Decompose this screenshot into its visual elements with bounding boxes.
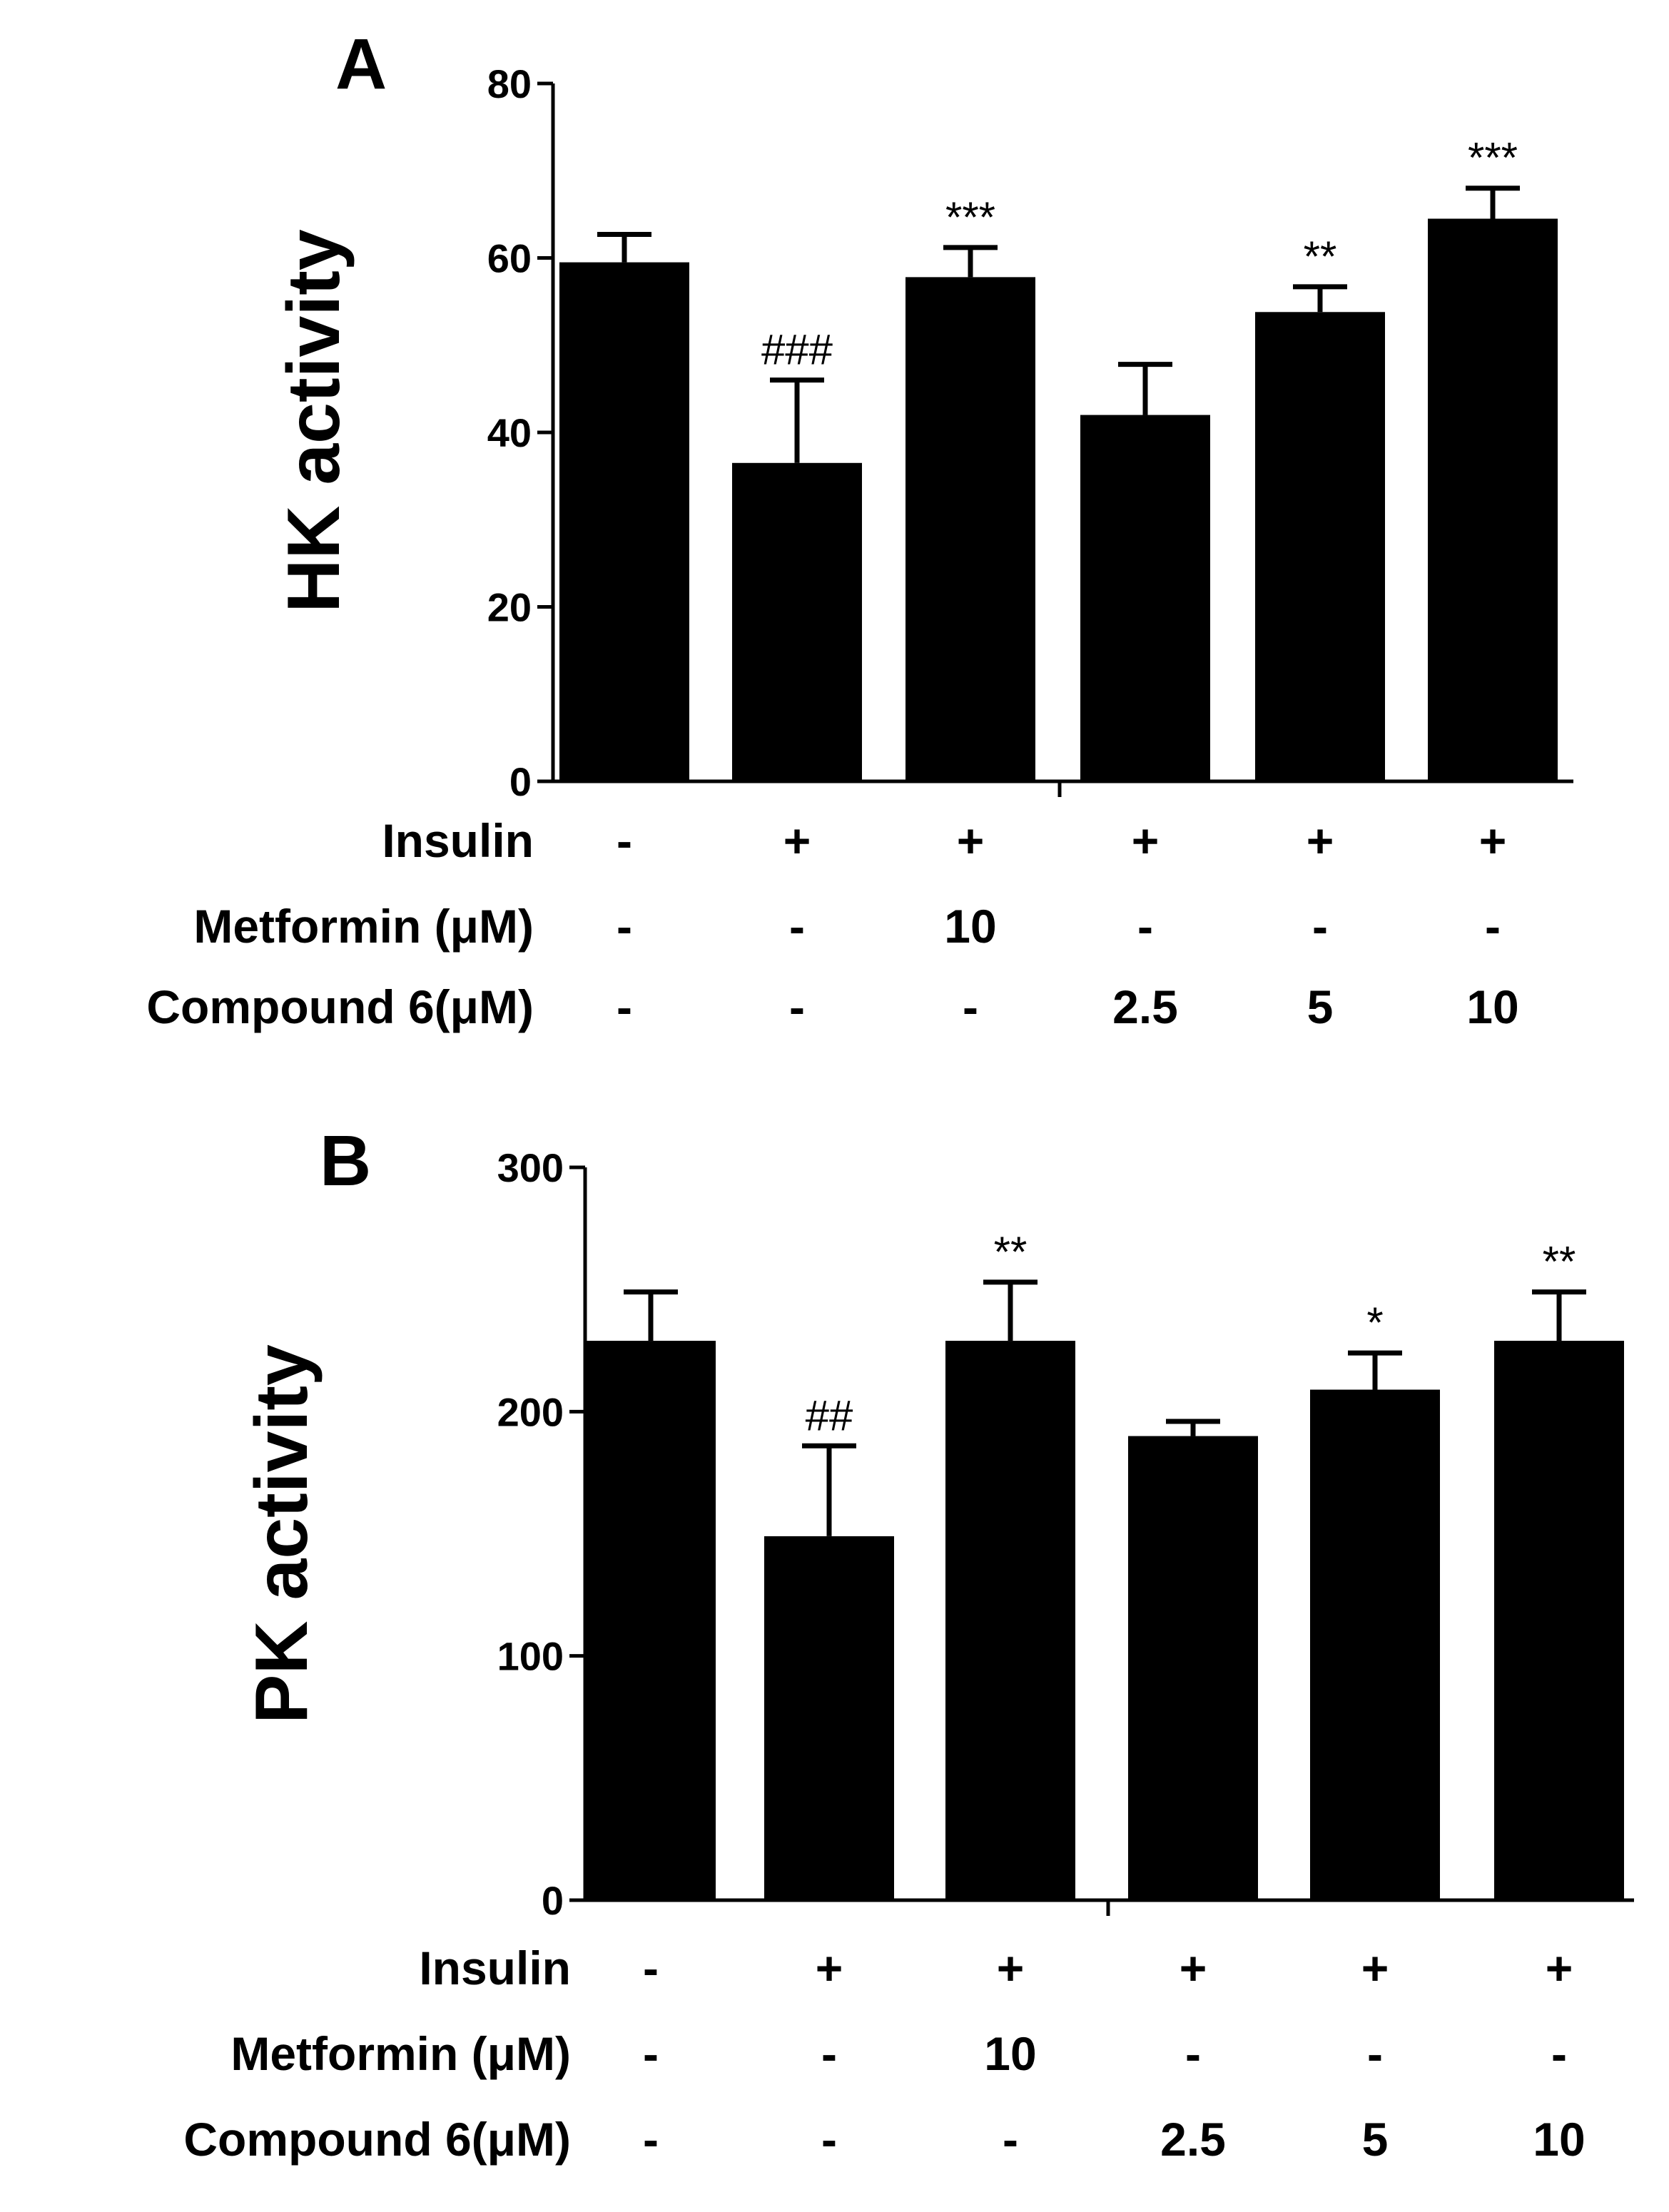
panel-b-treatment-cell: - [1003,2113,1018,2166]
panel-a-treatment-cell: + [783,814,811,867]
panel-a-treatment-cell: - [1485,900,1501,953]
panel-a-treatment-cell: - [617,980,632,1033]
panel-a-treatment-cell: 10 [1466,980,1519,1033]
panel-a-treatment-cell: 10 [944,900,997,953]
panel-a-treatment-cell: 5 [1307,980,1334,1033]
panel-b-treatment-cell: 10 [984,2027,1037,2080]
panel-a-treatment-cell: + [1131,814,1160,867]
panel-b-treatment-label: Insulin [419,1942,571,1994]
panel-b-y-tick-label: 100 [497,1634,564,1679]
panel-a-bar [1428,218,1558,781]
panel-a-y-tick-label: 40 [487,410,532,455]
panel-b-treatment-cell: - [1367,2027,1383,2080]
panel-b-treatment-cell: 5 [1361,2113,1389,2166]
panel-b-treatment-cell: 10 [1533,2113,1586,2166]
panel-a-treatment-label: Compound 6(μM) [146,980,534,1033]
panel-a-y-tick-label: 0 [509,759,532,804]
panel-b-bar [945,1341,1075,1900]
panel-b-bar [1128,1436,1258,1900]
panel-b-treatment-cell: - [643,2113,659,2166]
panel-b-y-axis-title: PK activity [240,1344,323,1724]
panel-a-treatment-cell: + [1306,814,1334,867]
panel-b-significance-mark: * [1366,1299,1383,1346]
panel-b-significance-mark: ** [994,1228,1028,1276]
panel-a-significance-mark: ** [1304,233,1337,280]
panel-a-treatment-label: Insulin [382,814,534,867]
panel-b-treatment-cell: - [1551,2027,1567,2080]
panel-a-y-axis-title: HK activity [273,229,355,613]
panel-b-treatment-cell: - [643,1942,659,1994]
panel-b-bar [586,1341,716,1900]
panel-a-significance-mark: *** [945,193,995,241]
panel-b-treatment-label: Metformin (μM) [230,2027,571,2080]
panel-a-significance-mark: *** [1468,134,1518,182]
panel-b-treatment-cell: + [996,1942,1025,1994]
panel-a-treatment-cell: - [789,900,805,953]
panel-a-bar [559,262,689,781]
panel-a-treatment-cell: - [1137,900,1153,953]
panel-a-treatment-cell: - [617,900,632,953]
panel-b-bar [1494,1341,1624,1900]
panel-a-bar [1080,415,1210,781]
panel-a-treatment-cell: - [617,814,632,867]
panel-b-treatment-cell: 2.5 [1160,2113,1226,2166]
panel-b-treatment-cell: - [643,2027,659,2080]
panel-a-treatment-cell: + [1478,814,1507,867]
panel-b-treatment-label: Compound 6(μM) [183,2113,571,2166]
panel-a-treatment-cell: - [963,980,978,1033]
panel-a-y-tick-label: 60 [487,236,532,281]
panel-b-y-tick-label: 200 [497,1389,564,1434]
panel-a-letter: A [335,24,387,104]
panel-b-bar [764,1536,894,1900]
panel-b-bar [1310,1389,1440,1900]
panel-b-treatment-cell: + [1361,1942,1389,1994]
panel-a-y-tick-label: 20 [487,585,532,630]
panel-b-treatment-cell: - [1185,2027,1201,2080]
panel-b-treatment-cell: + [1179,1942,1207,1994]
panel-a-treatment-label: Metformin (μM) [193,900,534,953]
panel-a-significance-mark: ### [761,326,833,374]
panel-b-y-tick-label: 300 [497,1145,564,1190]
panel-a-bar [732,462,862,781]
panel-b-treatment-cell: + [815,1942,843,1994]
panel-b-treatment-cell: - [821,2113,837,2166]
panel-b-significance-mark: ** [1543,1238,1576,1286]
panel-b-treatment-cell: + [1545,1942,1573,1994]
panel-a-treatment-cell: - [789,980,805,1033]
panel-a-treatment-cell: - [1312,900,1328,953]
panel-b-letter: B [320,1121,372,1201]
panel-a-y-tick-label: 80 [487,61,532,106]
panel-a-treatment-cell: + [956,814,985,867]
panel-a-bar [1255,312,1385,781]
panel-a-bar [905,277,1035,781]
panel-b-y-tick-label: 0 [542,1878,564,1923]
panel-a-treatment-cell: 2.5 [1112,980,1178,1033]
panel-b-significance-mark: ## [806,1391,853,1439]
panel-b-treatment-cell: - [821,2027,837,2080]
